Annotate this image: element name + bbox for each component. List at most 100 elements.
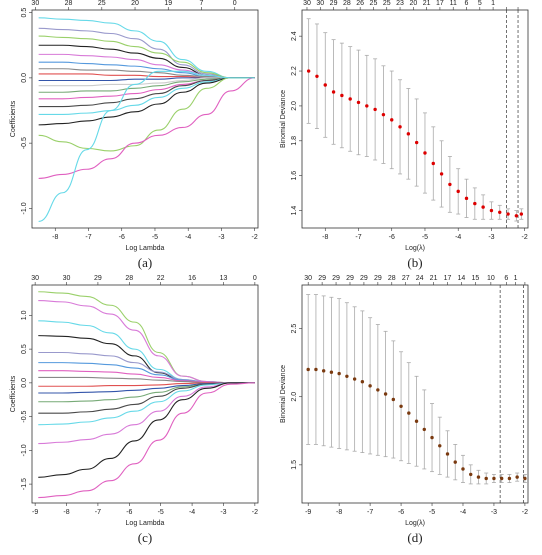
deviance-point: [391, 397, 396, 402]
deviance-point: [461, 467, 465, 471]
top-tick-label: 28: [65, 0, 73, 7]
plot-frame: [31, 284, 259, 504]
deviance-point: [448, 182, 452, 187]
deviance-point: [445, 452, 450, 456]
coefficient-path: [38, 382, 255, 445]
deviance-point: [348, 97, 352, 101]
deviance-point: [345, 374, 349, 378]
top-tick-label: 15: [471, 275, 479, 282]
deviance-point: [399, 404, 403, 408]
deviance-point: [423, 151, 427, 155]
y-tick-label: 2.5: [291, 324, 298, 334]
panel-d: -9 -8 -7 -6 -5 -4 -3 -2 1.5 2.0 2.5 30 29 29 29 29 29 28 2…: [280, 275, 529, 545]
deviance-point: [469, 472, 473, 477]
top-tick-label: 29: [330, 0, 338, 7]
deviance-point: [498, 210, 502, 215]
y-tick-label: 0.0: [21, 378, 28, 388]
deviance-point: [356, 100, 361, 105]
coefficient-path: [38, 77, 255, 108]
x-tick-label: -8: [322, 234, 328, 241]
top-tick-label: 21: [423, 0, 431, 7]
deviance-point: [438, 444, 442, 448]
deviance-point: [499, 476, 504, 481]
deviance-point: [523, 476, 527, 481]
top-tick-label: 29: [360, 275, 368, 282]
top-tick-label: 20: [131, 0, 139, 7]
x-tick-label: -8: [52, 234, 58, 241]
coefficient-path: [38, 320, 255, 384]
y-axis-label: Binomial Deviance: [280, 90, 287, 148]
y-axis-label: Binomial Deviance: [280, 365, 287, 423]
y-tick-label: 2.2: [291, 66, 298, 76]
x-tick-label: -4: [189, 509, 195, 516]
x-tick-label: -8: [336, 509, 342, 516]
top-tick-label: 25: [98, 0, 106, 7]
deviance-point: [514, 214, 519, 218]
top-tick-label: 29: [332, 275, 340, 282]
deviance-point: [390, 118, 394, 122]
top-tick-label: 17: [436, 0, 444, 7]
coefficient-path: [38, 382, 255, 478]
deviance-point: [414, 140, 419, 145]
top-tick-label: 20: [409, 0, 417, 7]
x-tick-label: -2: [522, 234, 528, 241]
y-tick-label: -1.5: [21, 478, 28, 490]
x-axis-label: Log(λ): [405, 245, 425, 252]
top-tick-label: 1: [491, 0, 495, 7]
top-tick-label: 7: [200, 0, 204, 7]
y-tick-label: 1.5: [291, 460, 298, 470]
deviance-point: [414, 419, 419, 423]
deviance-point: [373, 107, 377, 112]
top-tick-label: 29: [94, 275, 102, 282]
deviance-point: [453, 460, 457, 464]
top-tick-label: 28: [343, 0, 351, 7]
top-tick-label: 29: [374, 275, 382, 282]
y-tick-label: 1.8: [291, 136, 298, 146]
panel-a: -8 -7 -6 -5 -4 -3 -2 -1.0 -0.5 0.0 0.530 28 25 20 19 7 0…: [10, 0, 259, 270]
top-tick-label: 30: [303, 0, 311, 7]
deviance-point: [331, 90, 336, 94]
deviance-point: [507, 476, 512, 481]
deviance-point: [398, 125, 402, 129]
top-tick-label: 1: [514, 275, 518, 282]
deviance-point: [315, 74, 319, 78]
plot-frame: [301, 284, 529, 504]
coefficient-path: [38, 77, 255, 179]
deviance-point: [406, 132, 411, 136]
y-tick-label: 0.5: [21, 344, 28, 354]
y-tick-label: -1.0: [21, 202, 28, 214]
x-tick-label: -2: [252, 234, 258, 241]
x-tick-label: -3: [218, 234, 224, 241]
deviance-point: [381, 112, 386, 117]
x-tick-label: -6: [119, 234, 125, 241]
deviance-point: [306, 69, 311, 73]
deviance-point: [476, 475, 481, 479]
top-tick-label: 22: [157, 275, 165, 282]
panel-c: -9 -8 -7 -6 -5 -4 -3 -2 -1.5 -1.0 -0.5 0.0 0.5 1.0 30 3…: [10, 275, 259, 545]
top-tick-label: 5: [478, 0, 482, 7]
coefficient-path: [38, 351, 255, 384]
x-tick-label: -4: [455, 234, 461, 241]
x-tick-label: -4: [185, 234, 191, 241]
coefficient-path: [38, 77, 255, 152]
deviance-point: [321, 369, 326, 373]
coefficient-path: [38, 77, 255, 115]
top-tick-label: 30: [31, 275, 39, 282]
top-tick-label: 24: [416, 275, 424, 282]
top-tick-label: 28: [388, 275, 396, 282]
top-tick-label: 19: [164, 0, 172, 7]
x-tick-label: -6: [398, 509, 404, 516]
y-tick-label: -1.0: [21, 444, 28, 456]
deviance-point: [337, 371, 341, 376]
top-tick-label: 30: [63, 275, 71, 282]
panel-caption: (c): [138, 530, 152, 545]
y-tick-label: 2.0: [291, 101, 298, 111]
x-axis-label: Log(λ): [405, 520, 425, 527]
deviance-point: [515, 475, 519, 479]
x-tick-label: -9: [305, 509, 311, 516]
y-tick-label: 0.5: [21, 8, 28, 18]
panel-b: -8 -7 -6 -5 -4 -3 -2 1.4 1.6 1.8 2.0 2.2 2.4 30 30 29 28…: [280, 0, 529, 270]
coefficient-path: [38, 27, 255, 79]
plot-frame: [301, 9, 529, 229]
